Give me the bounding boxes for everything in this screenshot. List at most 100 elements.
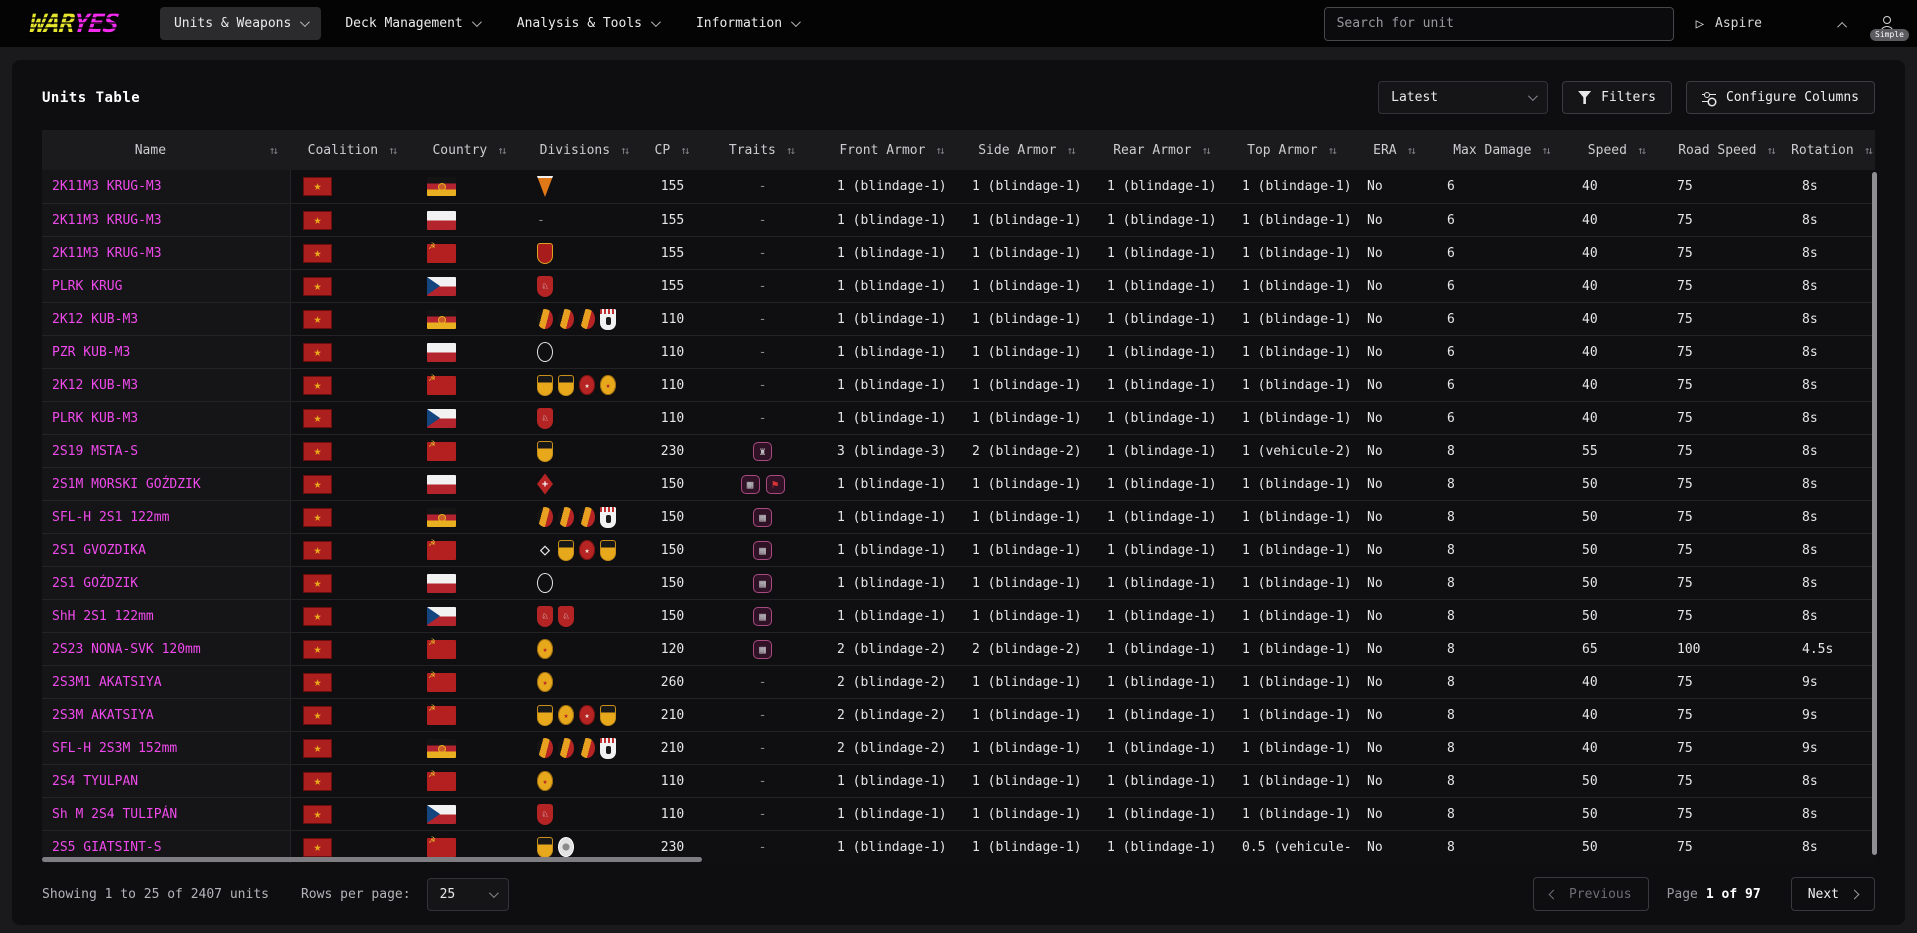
column-header-top_armor[interactable]: Top Armor ↑↓ [1230, 130, 1355, 170]
cell-rotation: 8s [1802, 575, 1818, 591]
unit-name-link[interactable]: ShH 2S1 122mm [52, 608, 154, 624]
nav-information[interactable]: Information [682, 7, 812, 40]
unit-name-link[interactable]: PLRK KUB-M3 [52, 410, 139, 426]
cell-coalition [291, 303, 415, 335]
cell-max_damage: 6 [1447, 410, 1455, 426]
chevron-up-icon [1837, 21, 1848, 32]
cell-coalition [291, 567, 415, 599]
filters-button[interactable]: Filters [1562, 81, 1672, 114]
cell-rotation: 8s [1802, 773, 1818, 789]
division-badge-icon [537, 704, 553, 726]
previous-page-button[interactable]: Previous [1532, 877, 1649, 911]
table-row[interactable]: 2K11M3 KRUG-M3 - 155 - 1 (blindage-1) 1 (blin… [42, 203, 1875, 236]
table-row[interactable]: ShH 2S1 122mm 150 1 (blindage-1) 1 (blindag… [42, 599, 1875, 632]
table-row[interactable]: 2S1M MORSKI GOŹDZIK 150 1 (blindage-1) 1 (b… [42, 467, 1875, 500]
column-header-label: Side Armor [978, 142, 1057, 158]
version-select[interactable]: Latest [1378, 81, 1549, 114]
table-row[interactable]: SFL-H 2S3M 152mm 210 - 2 (blindage-2) 1 (bli… [42, 731, 1875, 764]
unit-name-link[interactable]: PZR KUB-M3 [52, 344, 131, 360]
rows-per-page-select[interactable]: 25 [426, 877, 509, 911]
table-row[interactable]: 2S3M AKATSIYA 210 - 2 (blindage-2) 1 (blinda… [42, 698, 1875, 731]
column-header-divisions[interactable]: Divisions ↑↓ [525, 130, 645, 170]
table-row[interactable]: 2K11M3 KRUG-M3 155 - 1 (blindage-1) 1 (blind… [42, 170, 1875, 203]
column-header-country[interactable]: Country ↑↓ [415, 130, 525, 170]
unit-name-link[interactable]: 2S1M MORSKI GOŹDZIK [52, 476, 201, 492]
column-header-coalition[interactable]: Coalition ↑↓ [291, 130, 415, 170]
unit-name-link[interactable]: SFL-H 2S1 122mm [52, 509, 170, 525]
unit-name-link[interactable]: 2S1 GVOZDIKA [52, 542, 146, 558]
previous-page-label: Previous [1568, 886, 1632, 902]
unit-name-link[interactable]: 2S23 NONA-SVK 120mm [52, 641, 201, 657]
cell-cp: 150 [660, 509, 685, 525]
waryes-logo[interactable]: WARYES [28, 9, 119, 39]
table-row[interactable]: 2S19 MSTA-S 230 3 (blindage-3) 2 (blindage-… [42, 434, 1875, 467]
horizontal-scrollbar[interactable] [42, 857, 702, 862]
column-header-front_armor[interactable]: Front Armor ↑↓ [825, 130, 960, 170]
cell-max_damage: 8 [1447, 575, 1455, 591]
unit-name-link[interactable]: 2S1 GOŹDZIK [52, 575, 139, 591]
column-header-rear_armor[interactable]: Rear Armor ↑↓ [1095, 130, 1230, 170]
column-header-side_armor[interactable]: Side Armor ↑↓ [960, 130, 1095, 170]
unit-name-link[interactable]: 2K12 KUB-M3 [52, 377, 139, 393]
sort-icon: ↑↓ [1327, 143, 1338, 157]
column-header-max_damage[interactable]: Max Damage ↑↓ [1435, 130, 1570, 170]
unit-name-link[interactable]: 2S19 MSTA-S [52, 443, 139, 459]
column-header-rotation[interactable]: Rotation ↑↓ [1790, 130, 1875, 170]
column-header-era[interactable]: ERA ↑↓ [1355, 130, 1435, 170]
cell-max_damage: 8 [1447, 476, 1455, 492]
table-row[interactable]: 2S1 GOŹDZIK 150 1 (blindage-1) 1 (blindage-… [42, 566, 1875, 599]
search-input[interactable] [1323, 6, 1674, 41]
vertical-scrollbar[interactable] [1872, 172, 1877, 855]
cell-top_armor: 1 (blindage-1) [1242, 311, 1352, 327]
unit-name-link[interactable]: 2K11M3 KRUG-M3 [52, 212, 162, 228]
unit-name-link[interactable]: PLRK KRUG [52, 278, 123, 294]
cell-rotation: 8s [1802, 212, 1818, 228]
cell-divisions [525, 534, 645, 566]
cell-road_speed: 100 [1677, 641, 1701, 657]
empty-value: - [758, 674, 767, 690]
table-row[interactable]: 2K11M3 KRUG-M3 155 - 1 (blindage-1) 1 (blind… [42, 236, 1875, 269]
configure-columns-button[interactable]: Configure Columns [1685, 81, 1875, 114]
column-header-name[interactable]: Name ↑↓ [42, 130, 291, 170]
country-flag-icon [427, 769, 456, 791]
unit-name-link[interactable]: SFL-H 2S3M 152mm [52, 740, 178, 756]
cell-front_armor: 1 (blindage-1) [837, 179, 947, 194]
collapse-navbar-button[interactable] [1834, 8, 1853, 39]
cell-country [415, 567, 525, 599]
unit-name-link[interactable]: 2K11M3 KRUG-M3 [52, 245, 162, 261]
unit-name-link[interactable]: Sh M 2S4 TULIPÁN [52, 806, 178, 822]
unit-name-link[interactable]: 2K11M3 KRUG-M3 [52, 179, 162, 194]
table-row[interactable]: 2S23 NONA-SVK 120mm 120 2 (blindage-2) 2 (b… [42, 632, 1875, 665]
cell-coalition [291, 237, 415, 269]
column-header-speed[interactable]: Speed ↑↓ [1570, 130, 1665, 170]
nav-analysis-tools[interactable]: Analysis & Tools [503, 7, 672, 40]
user-menu-button[interactable]: Simple [1870, 15, 1909, 41]
next-page-button[interactable]: Next [1790, 877, 1875, 911]
table-row[interactable]: 2S1 GVOZDIKA 150 1 (blindage-1) 1 (blindage… [42, 533, 1875, 566]
table-row[interactable]: 2S3M1 AKATSIYA 260 - 2 (blindage-2) 1 (blind… [42, 665, 1875, 698]
unit-name-link[interactable]: 2K12 KUB-M3 [52, 311, 139, 327]
nav-units-weapons[interactable]: Units & Weapons [159, 7, 322, 40]
table-row[interactable]: 2S4 TYULPAN 110 - 1 (blindage-1) 1 (blindage… [42, 764, 1875, 797]
unit-name-link[interactable]: 2S3M1 AKATSIYA [52, 674, 162, 690]
coalition-flag-icon [303, 210, 332, 230]
column-header-road_speed[interactable]: Road Speed ↑↓ [1665, 130, 1790, 170]
aspire-link[interactable]: ▷ Aspire [1696, 16, 1762, 32]
table-row[interactable]: PLRK KUB-M3 110 - 1 (blindage-1) 1 (blindage… [42, 401, 1875, 434]
column-header-traits[interactable]: Traits ↑↓ [700, 130, 825, 170]
cell-road_speed: 75 [1677, 443, 1693, 459]
units-table-card: Units Table Latest Filters Configure Col… [12, 60, 1905, 925]
column-header-cp[interactable]: CP ↑↓ [645, 130, 700, 170]
cell-rear_armor: 1 (blindage-1) [1107, 674, 1217, 690]
table-row[interactable]: 2K12 KUB-M3 110 - 1 (blindage-1) 1 (blindage… [42, 368, 1875, 401]
table-row[interactable]: Sh M 2S4 TULIPÁN 110 - 1 (blindage-1) 1 (bli… [42, 797, 1875, 830]
nav-deck-management[interactable]: Deck Management [331, 7, 492, 40]
table-row[interactable]: 2K12 KUB-M3 110 - 1 (blindage-1) 1 (blindage… [42, 302, 1875, 335]
unit-name-link[interactable]: 2S4 TYULPAN [52, 773, 139, 789]
unit-name-link[interactable]: 2S5 GIATSINT-S [52, 839, 162, 855]
table-row[interactable]: SFL-H 2S1 122mm 150 1 (blindage-1) 1 (blind… [42, 500, 1875, 533]
chevron-down-icon [791, 17, 801, 28]
unit-name-link[interactable]: 2S3M AKATSIYA [52, 707, 154, 723]
table-row[interactable]: PLRK KRUG 155 - 1 (blindage-1) 1 (blindage-1… [42, 269, 1875, 302]
table-row[interactable]: PZR KUB-M3 110 - 1 (blindage-1) 1 (blindage-… [42, 335, 1875, 368]
